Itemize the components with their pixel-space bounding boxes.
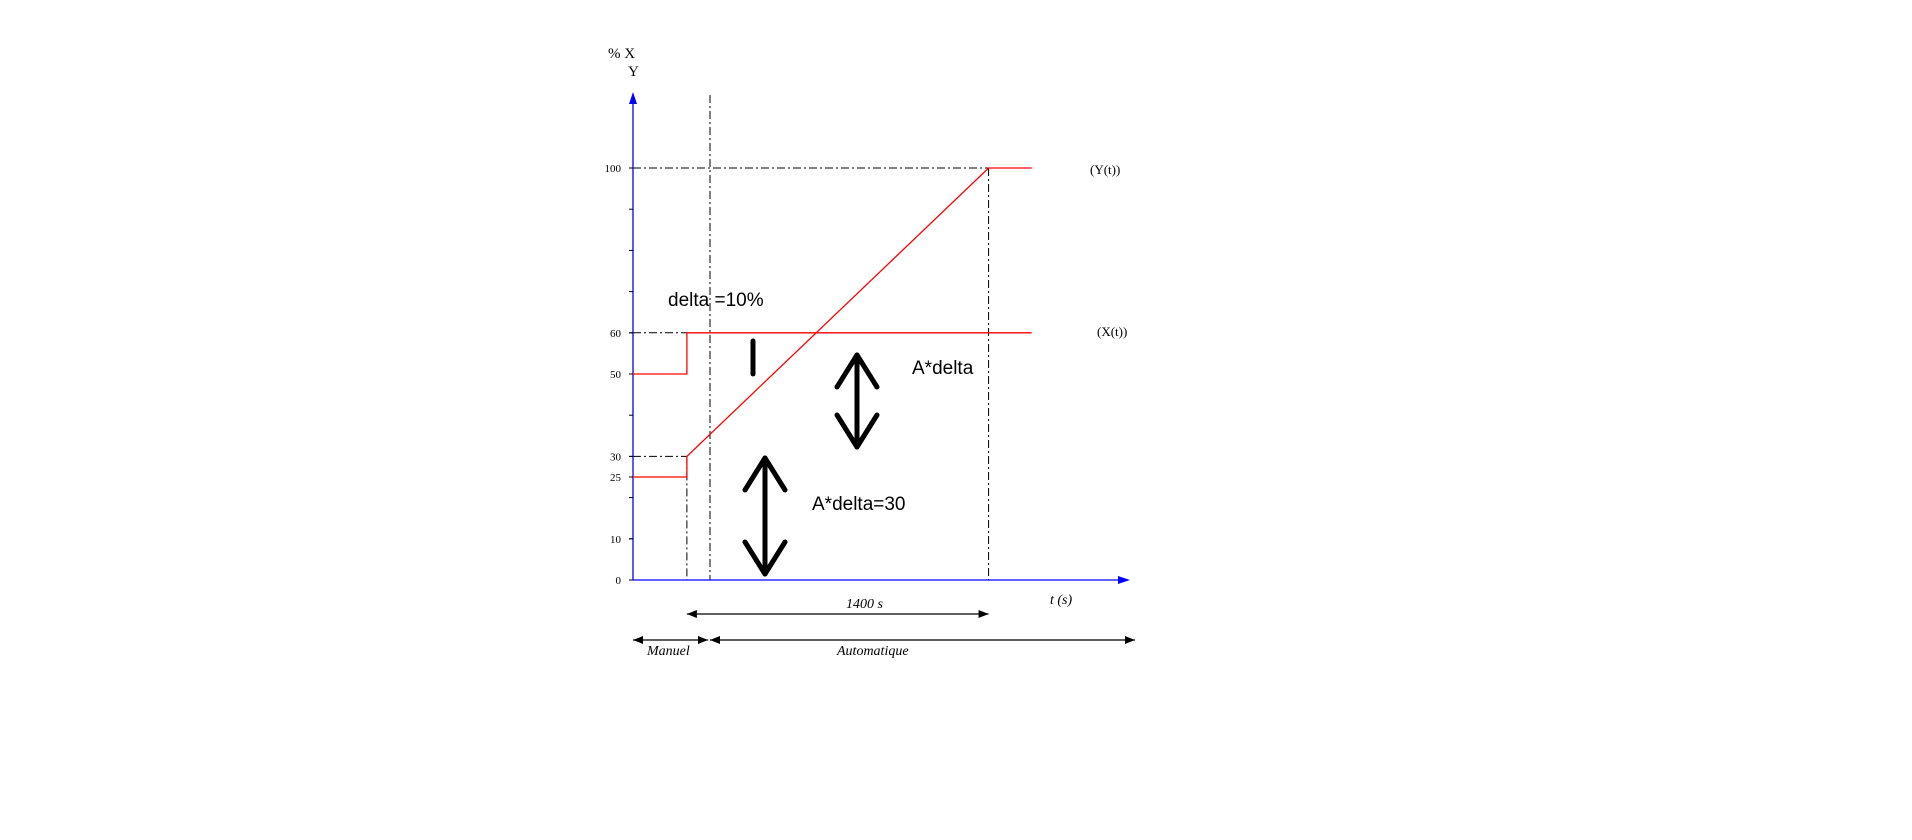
y-tick-label: 30	[610, 451, 622, 463]
y-ticks: 0 10 25 30 50 60 100	[605, 163, 633, 587]
a-delta-30-arrow-head-down	[742, 539, 788, 577]
x-axis-label: t (s)	[1050, 593, 1073, 608]
manuel-arrow	[633, 636, 708, 644]
duration-arrow	[686, 610, 989, 618]
automatique-arrow-head-left	[710, 636, 720, 644]
annotation-arrows	[633, 338, 1135, 644]
y-tick-label: 60	[610, 328, 622, 340]
y-tick-label: 0	[616, 575, 622, 587]
series-label-x: (X(t))	[1097, 324, 1127, 339]
axes	[629, 92, 1130, 584]
manuel-label: Manuel	[646, 644, 690, 659]
manuel-arrow-head-right	[698, 636, 708, 644]
series-label-y: (Y(t))	[1090, 162, 1120, 177]
y-tick-label: 25	[610, 472, 622, 484]
a-delta-30-arrow-head-up	[742, 455, 788, 493]
a-delta-arrow	[834, 352, 880, 450]
x-axis-arrowhead	[1118, 576, 1130, 584]
y-tick-label: 100	[605, 163, 622, 175]
y-tick-label: 10	[610, 534, 622, 546]
series-lines	[633, 167, 1032, 478]
duration-arrow-head-right	[978, 610, 989, 618]
y-axis-label-line1: % X	[608, 46, 635, 62]
a-delta-arrow-head-down	[834, 412, 880, 450]
a-delta-annotation: A*delta	[912, 358, 974, 379]
y-tick-label: 50	[610, 369, 622, 381]
automatique-arrow	[710, 636, 1135, 644]
automatique-arrow-head-right	[1125, 636, 1135, 644]
a-delta-30-arrow	[742, 455, 788, 577]
y-axis-label-line2: Y	[628, 64, 639, 80]
delta-annotation: delta =10%	[668, 290, 764, 311]
duration-label: 1400 s	[846, 597, 884, 612]
a-delta-30-annotation: A*delta=30	[812, 494, 906, 515]
a-delta-arrow-head-up	[834, 352, 880, 390]
y-axis-arrowhead	[629, 92, 637, 104]
series-line-y	[633, 167, 1032, 478]
duration-arrow-head-left	[686, 610, 697, 618]
series-line-x	[633, 332, 1032, 375]
manuel-arrow-head-left	[633, 636, 643, 644]
automatique-label: Automatique	[836, 644, 909, 659]
